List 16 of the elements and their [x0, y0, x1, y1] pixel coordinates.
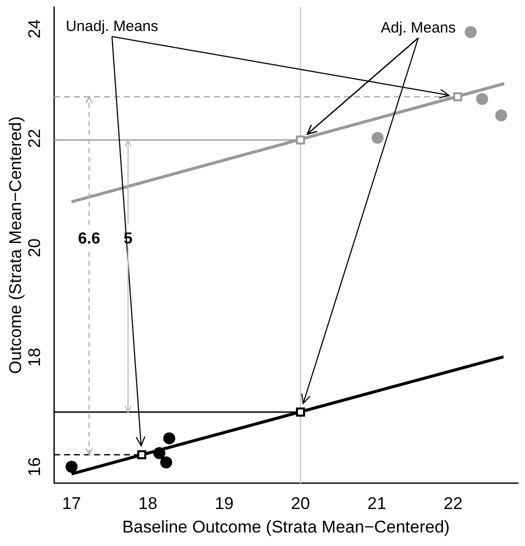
annotation: Adj. Means: [380, 20, 456, 37]
x-tick-label: 17: [62, 494, 82, 514]
y-tick-label: 24: [25, 19, 44, 38]
x-tick-label: 20: [291, 494, 310, 514]
x-tick-label: 18: [138, 494, 158, 514]
annotation: 6.6: [78, 230, 100, 248]
x-tick-label: 19: [214, 494, 234, 514]
y-tick-label: 22: [25, 128, 44, 148]
y-tick-label: 18: [25, 348, 44, 367]
annotation: Unadj. Means: [66, 18, 158, 36]
y-tick-label: 16: [25, 457, 44, 476]
y-axis-title: Outcome (Strata Mean−Centered): [6, 116, 25, 374]
x-axis-title: Baseline Outcome (Strata Mean−Centered): [122, 517, 450, 536]
x-tick-label: 22: [444, 494, 463, 514]
x-tick-label: 21: [367, 494, 386, 514]
y-tick-label: 20: [25, 238, 44, 258]
